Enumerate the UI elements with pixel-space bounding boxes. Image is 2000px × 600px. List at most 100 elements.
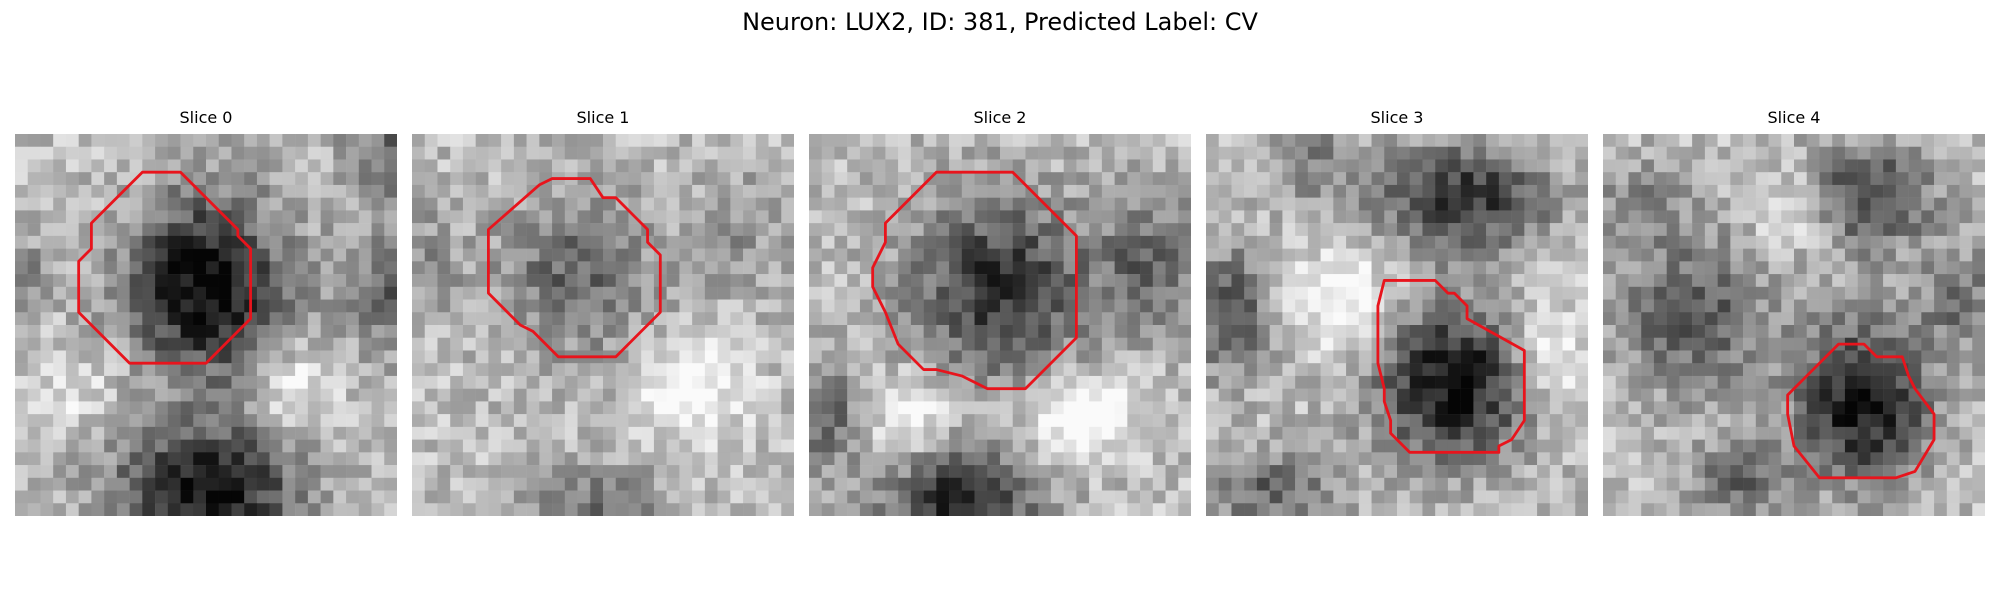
image-pixel	[1743, 286, 1757, 300]
image-pixel	[1127, 261, 1141, 275]
image-pixel	[53, 477, 67, 491]
image-pixel	[1435, 146, 1449, 160]
image-pixel	[1307, 401, 1321, 415]
image-pixel	[1320, 274, 1334, 288]
image-pixel	[1371, 414, 1385, 428]
image-pixel	[1794, 503, 1807, 516]
image-pixel	[1908, 223, 1922, 237]
image-pixel	[1641, 490, 1655, 504]
image-pixel	[641, 490, 655, 504]
image-pixel	[679, 184, 693, 198]
image-pixel	[539, 235, 553, 249]
image-pixel	[1218, 414, 1232, 428]
image-pixel	[743, 503, 757, 516]
image-pixel	[91, 197, 105, 211]
image-pixel	[1000, 184, 1013, 198]
image-pixel	[1641, 146, 1655, 160]
image-pixel	[974, 363, 988, 377]
image-pixel	[1473, 452, 1487, 466]
image-pixel	[1498, 235, 1512, 249]
image-pixel	[1498, 274, 1512, 288]
image-pixel	[424, 134, 438, 147]
image-pixel	[1307, 414, 1321, 428]
image-pixel	[704, 350, 718, 364]
image-pixel	[615, 375, 629, 389]
image-pixel	[1679, 426, 1693, 440]
image-pixel	[590, 452, 604, 466]
image-pixel	[1959, 184, 1973, 198]
image-pixel	[781, 248, 794, 262]
image-pixel	[15, 337, 28, 351]
image-pixel	[218, 146, 232, 160]
image-pixel	[282, 465, 296, 479]
image-pixel	[590, 312, 604, 326]
image-pixel	[1666, 477, 1680, 491]
image-pixel	[1628, 477, 1642, 491]
image-pixel	[1358, 439, 1372, 453]
image-pixel	[1397, 146, 1410, 160]
image-pixel	[781, 197, 794, 211]
image-pixel	[898, 312, 912, 326]
image-pixel	[1307, 503, 1321, 516]
image-pixel	[1384, 248, 1398, 262]
image-pixel	[885, 261, 899, 275]
image-pixel	[475, 197, 489, 211]
image-pixel	[256, 223, 270, 237]
image-pixel	[1038, 172, 1052, 186]
image-pixel	[1101, 134, 1115, 147]
image-pixel	[1447, 325, 1461, 338]
image-pixel	[1679, 184, 1693, 198]
image-pixel	[1152, 172, 1166, 186]
image-pixel	[116, 134, 130, 147]
image-pixel	[717, 159, 731, 173]
image-pixel	[218, 375, 232, 389]
image-pixel	[269, 325, 283, 338]
image-pixel	[1101, 388, 1115, 402]
image-pixel	[1692, 465, 1706, 479]
image-pixel	[1409, 134, 1423, 147]
image-pixel	[1063, 184, 1077, 198]
image-pixel	[526, 235, 540, 249]
image-pixel	[1883, 184, 1897, 198]
image-pixel	[1537, 172, 1551, 186]
image-pixel	[628, 261, 642, 275]
image-pixel	[1076, 477, 1090, 491]
image-pixel	[1397, 312, 1410, 326]
image-pixel	[1653, 223, 1667, 237]
image-pixel	[768, 223, 782, 237]
image-pixel	[1921, 299, 1935, 313]
image-pixel	[1256, 375, 1270, 389]
image-pixel	[1562, 223, 1576, 237]
image-pixel	[961, 388, 975, 402]
image-pixel	[1295, 337, 1309, 351]
image-pixel	[653, 388, 667, 402]
image-pixel	[193, 426, 207, 440]
image-pixel	[1206, 299, 1219, 313]
image-pixel	[704, 452, 718, 466]
image-pixel	[1870, 388, 1884, 402]
image-pixel	[1641, 299, 1655, 313]
image-pixel	[1959, 223, 1973, 237]
image-pixel	[1575, 388, 1588, 402]
image-pixel	[1575, 503, 1588, 516]
image-pixel	[78, 223, 92, 237]
image-pixel	[1603, 312, 1616, 326]
image-pixel	[987, 465, 1001, 479]
image-pixel	[167, 274, 181, 288]
image-pixel	[333, 235, 347, 249]
image-pixel	[1422, 350, 1436, 364]
image-pixel	[1206, 503, 1219, 516]
image-pixel	[603, 223, 616, 237]
image-pixel	[1844, 134, 1858, 147]
image-pixel	[462, 210, 476, 224]
image-pixel	[1511, 477, 1525, 491]
image-pixel	[167, 210, 181, 224]
image-pixel	[142, 274, 156, 288]
image-pixel	[809, 235, 822, 249]
image-pixel	[1422, 490, 1436, 504]
image-pixel	[1371, 388, 1385, 402]
image-pixel	[1692, 388, 1706, 402]
image-pixel	[1794, 350, 1807, 364]
image-pixel	[1895, 490, 1909, 504]
image-pixel	[641, 159, 655, 173]
